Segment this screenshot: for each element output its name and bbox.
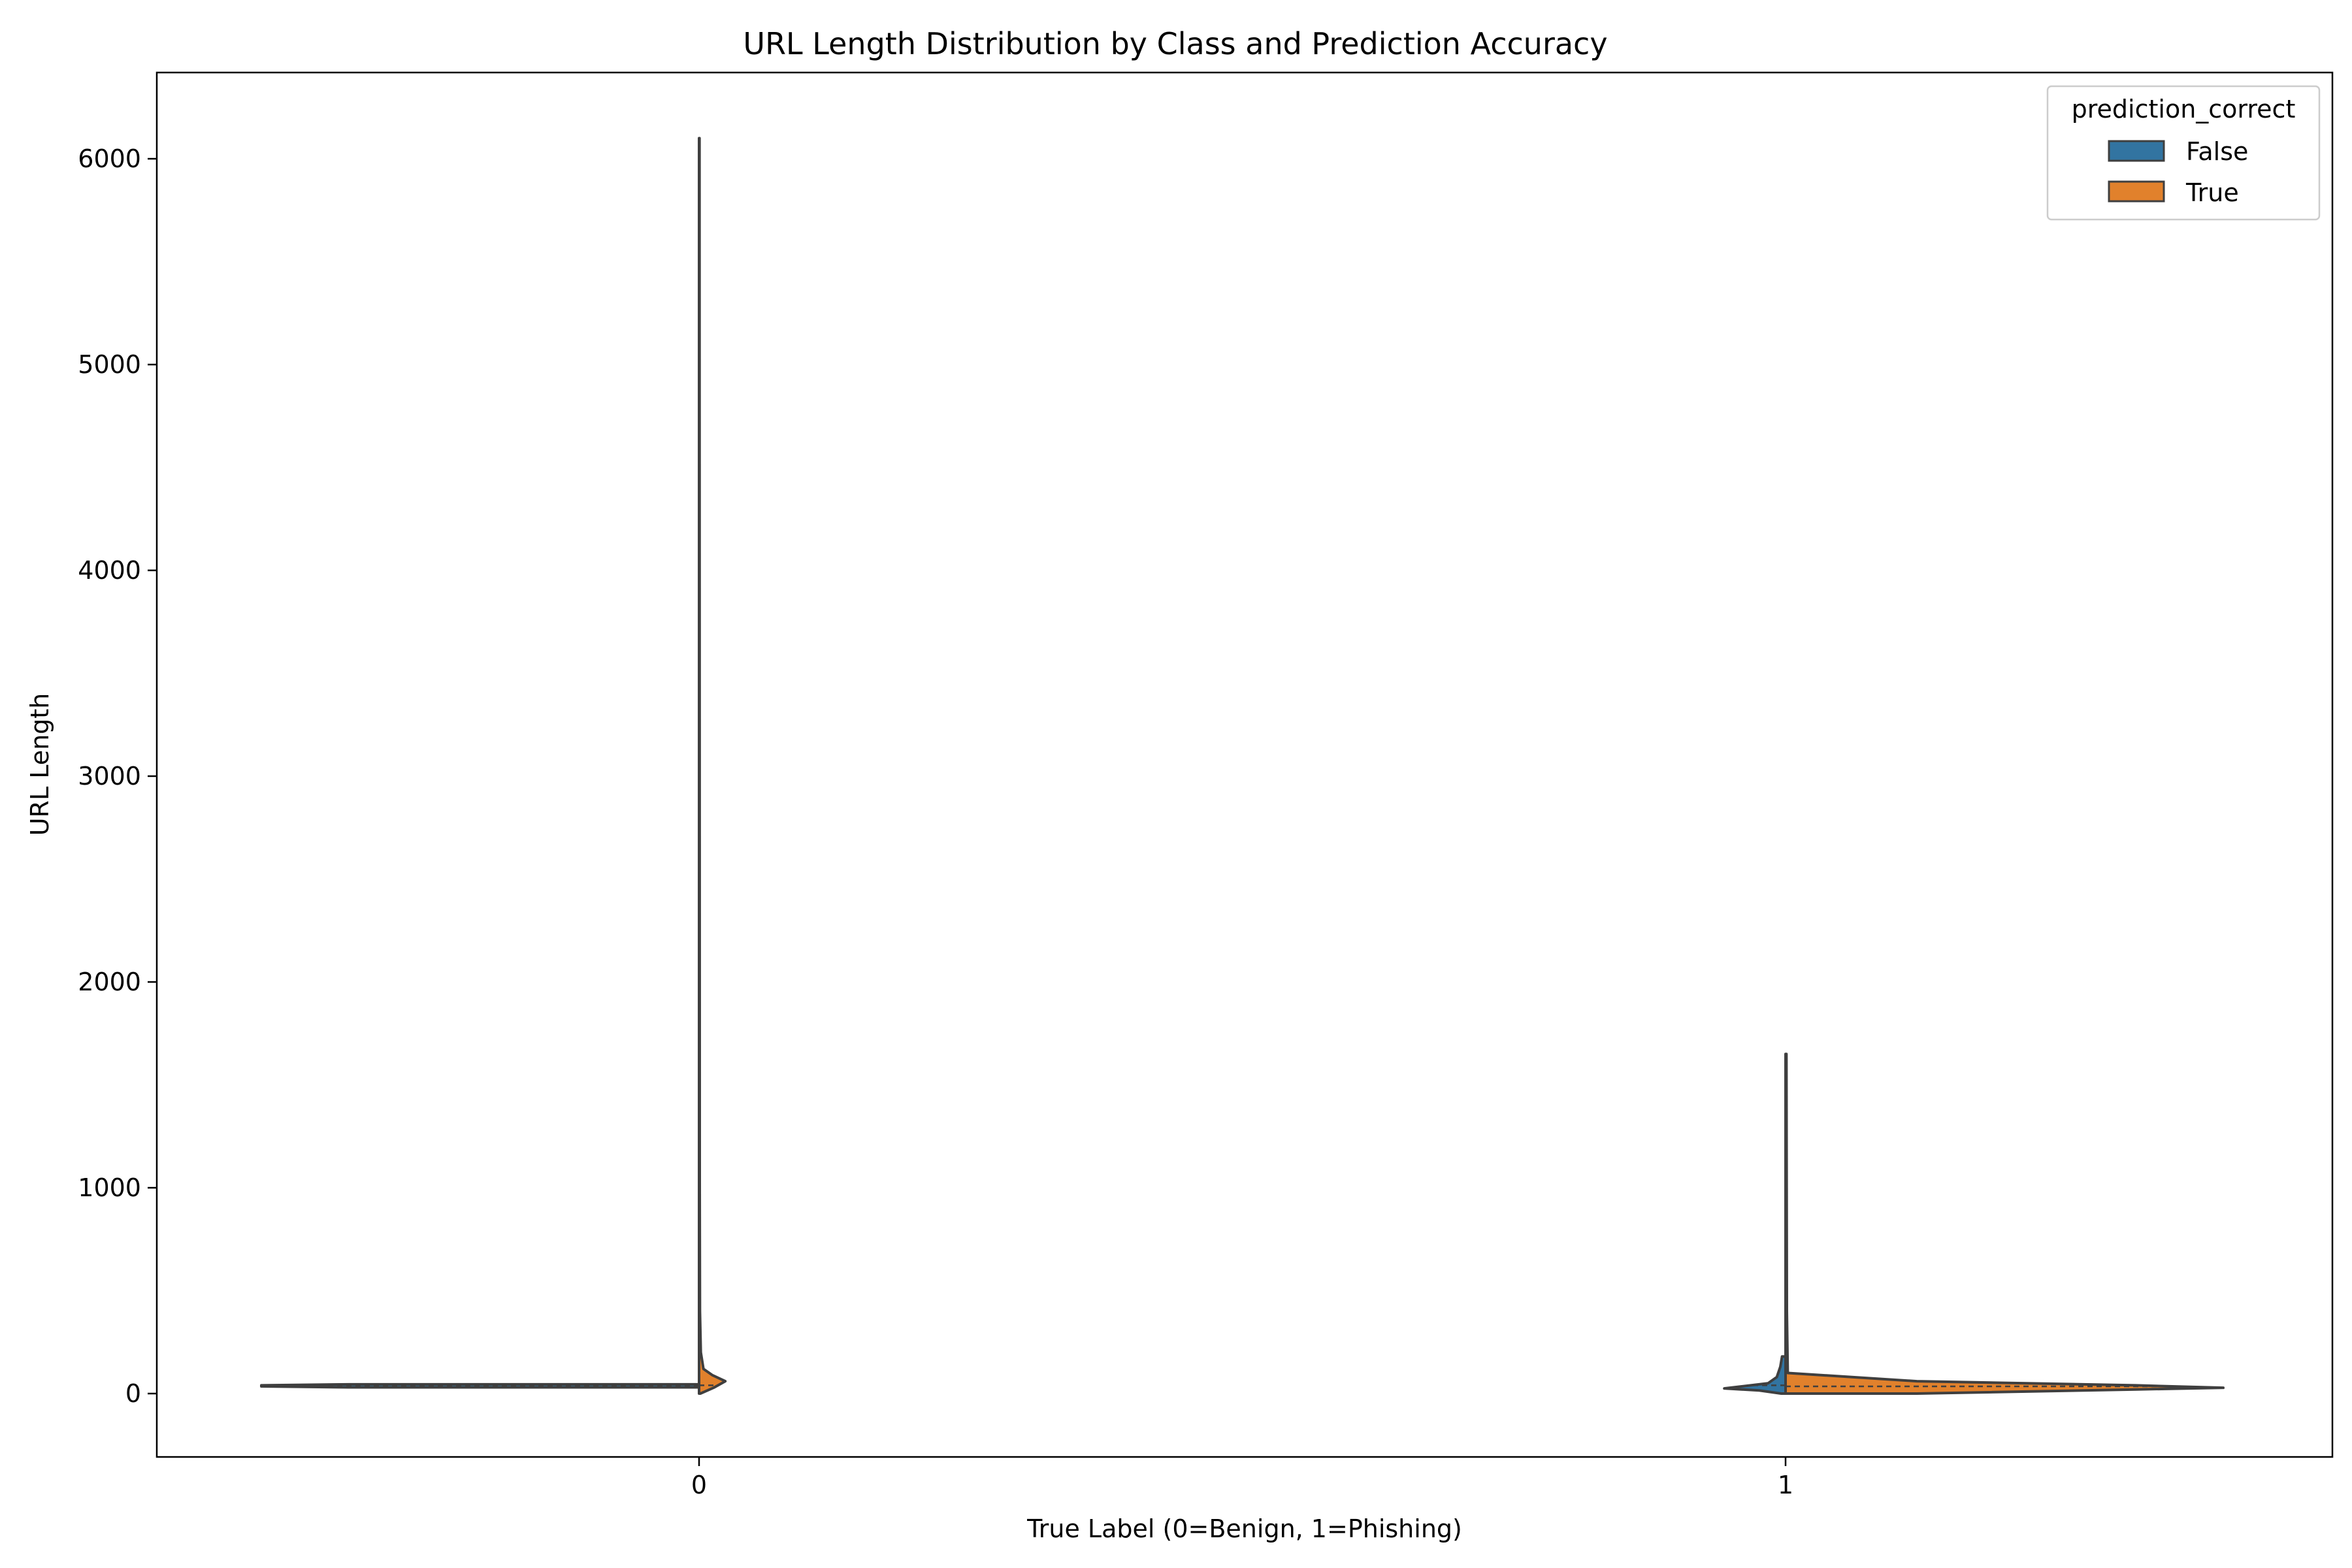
y-tick-label: 6000 xyxy=(78,144,141,173)
chart-title: URL Length Distribution by Class and Pre… xyxy=(743,26,1607,61)
x-tick-label: 1 xyxy=(1778,1471,1793,1499)
x-axis-label: True Label (0=Benign, 1=Phishing) xyxy=(1026,1514,1462,1543)
y-axis: 0 1000 2000 3000 4000 5000 6000 xyxy=(78,144,157,1408)
violin-layer xyxy=(260,137,2225,1395)
legend-label-false: False xyxy=(2186,137,2248,166)
x-tick-label: 0 xyxy=(691,1471,707,1499)
y-tick-label: 2000 xyxy=(78,968,141,996)
violin-false-cat-1 xyxy=(1723,1355,1787,1395)
y-tick-label: 4000 xyxy=(78,556,141,585)
y-axis-label: URL Length xyxy=(25,693,54,836)
legend-label-true: True xyxy=(2185,178,2239,207)
y-tick-label: 3000 xyxy=(78,762,141,791)
legend-swatch-false xyxy=(2108,140,2165,162)
legend: prediction_correct False True xyxy=(2046,85,2321,221)
legend-title: prediction_correct xyxy=(2072,95,2296,123)
plot-frame xyxy=(155,71,2334,1458)
legend-swatch-true xyxy=(2108,180,2165,203)
violin-true-cat-1 xyxy=(1784,1053,2225,1395)
violin-true-cat-0 xyxy=(698,137,727,1395)
y-tick-label: 5000 xyxy=(78,350,141,379)
y-tick-label: 1000 xyxy=(78,1173,141,1202)
y-tick-label: 0 xyxy=(125,1379,141,1408)
